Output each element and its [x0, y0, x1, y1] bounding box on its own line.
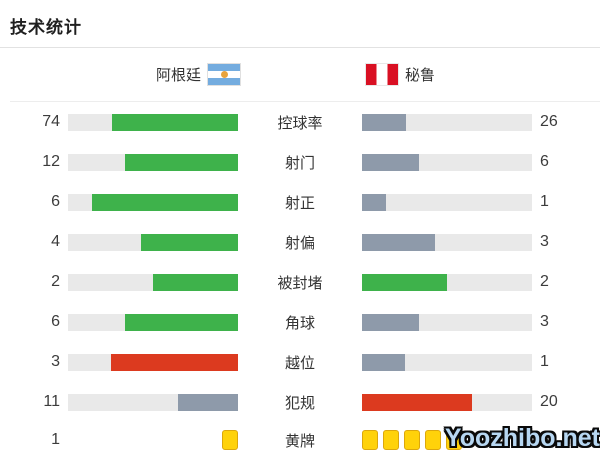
- away-value: 1: [540, 353, 549, 370]
- away-value: 20: [540, 393, 558, 410]
- argentina-flag-icon: [207, 63, 241, 86]
- home-bar-fill: [177, 393, 238, 411]
- home-value: 6: [51, 193, 60, 210]
- home-value: 1: [51, 431, 60, 448]
- away-value: 1: [540, 193, 549, 210]
- home-yellow-cards: [68, 430, 238, 450]
- home-bar: [68, 153, 238, 171]
- stat-label: 射门: [284, 154, 315, 172]
- home-value: 6: [51, 313, 60, 330]
- yellow-card-icon: [446, 430, 462, 450]
- home-value: 4: [51, 233, 60, 250]
- home-value: 3: [51, 353, 60, 370]
- yellow-card-icon: [404, 430, 420, 450]
- divider: [0, 47, 600, 48]
- stat-label: 被封堵: [277, 274, 323, 292]
- away-bar-fill: [362, 273, 447, 291]
- home-value: 74: [42, 113, 60, 130]
- away-bar-fill: [362, 393, 472, 411]
- away-bar: [362, 393, 532, 411]
- home-bar-fill: [110, 353, 238, 371]
- away-bar: [362, 233, 532, 251]
- away-bar: [362, 313, 532, 331]
- home-team-name: 阿根廷: [155, 67, 201, 84]
- away-team-header: 秘鲁: [365, 63, 436, 86]
- stat-row: 1 黄牌 5: [0, 422, 600, 455]
- home-bar-fill: [140, 233, 238, 251]
- home-value: 2: [51, 273, 60, 290]
- watermark: Yoozhibo.net: [444, 424, 600, 452]
- stat-label: 射正: [284, 194, 315, 212]
- home-bar-fill: [92, 193, 238, 211]
- home-bar: [68, 233, 238, 251]
- away-value: 26: [540, 113, 558, 130]
- sun-icon: [220, 71, 228, 78]
- home-bar-fill: [124, 313, 238, 331]
- home-team-header: 阿根廷: [0, 63, 241, 86]
- away-value: 6: [540, 153, 549, 170]
- stat-label: 黄牌: [284, 432, 315, 450]
- stat-label: 控球率: [277, 114, 323, 132]
- stat-label: 角球: [284, 314, 315, 332]
- away-bar: [362, 153, 532, 171]
- home-bar-fill: [153, 273, 238, 291]
- stat-row: 3 越位 1: [0, 342, 600, 382]
- stat-row: 2 被封堵 2: [0, 262, 600, 302]
- stat-row: 11 犯规 20: [0, 382, 600, 422]
- yellow-card-icon: [362, 430, 378, 450]
- away-value: 2: [540, 273, 549, 290]
- home-value: 11: [43, 393, 60, 410]
- divider: [10, 101, 600, 102]
- teams-header: 阿根廷 秘鲁: [0, 48, 600, 101]
- away-value: 3: [540, 233, 549, 250]
- away-team-name: 秘鲁: [405, 67, 436, 84]
- away-bar-fill: [362, 353, 405, 371]
- stat-label: 越位: [284, 354, 315, 372]
- away-bar-fill: [362, 193, 387, 211]
- away-bar: [362, 113, 532, 131]
- home-bar-fill: [124, 153, 238, 171]
- yellow-card-icon: [222, 430, 238, 450]
- home-bar-fill: [112, 113, 238, 131]
- away-yellow-cards: [362, 430, 532, 450]
- home-bar: [68, 353, 238, 371]
- peru-flag-icon: [365, 63, 399, 86]
- home-bar: [68, 273, 238, 291]
- yellow-card-icon: [383, 430, 399, 450]
- stat-label: 射偏: [284, 234, 315, 252]
- away-bar-fill: [362, 153, 419, 171]
- away-bar: [362, 353, 532, 371]
- stat-row: 4 射偏 3: [0, 222, 600, 262]
- stat-row: 6 角球 3: [0, 302, 600, 342]
- away-value: 5: [540, 431, 549, 448]
- home-value: 12: [42, 153, 60, 170]
- stat-row: 6 射正 1: [0, 182, 600, 222]
- yellow-card-icon: [425, 430, 441, 450]
- away-bar-fill: [362, 113, 407, 131]
- stat-row: 74 控球率 26: [0, 102, 600, 142]
- away-bar-fill: [362, 233, 435, 251]
- stat-label: 犯规: [284, 394, 315, 412]
- away-bar: [362, 273, 532, 291]
- home-bar: [68, 393, 238, 411]
- away-bar: [362, 193, 532, 211]
- stat-row: 12 射门 6: [0, 142, 600, 182]
- home-bar: [68, 313, 238, 331]
- away-value: 3: [540, 313, 549, 330]
- away-bar-fill: [362, 313, 419, 331]
- page-title: 技术统计: [10, 18, 82, 37]
- home-bar: [68, 113, 238, 131]
- home-bar: [68, 193, 238, 211]
- stats-rows: 74 控球率 26 12 射门 6 6 射正 1 4 射偏 3 2 被封堵 2 …: [0, 102, 600, 455]
